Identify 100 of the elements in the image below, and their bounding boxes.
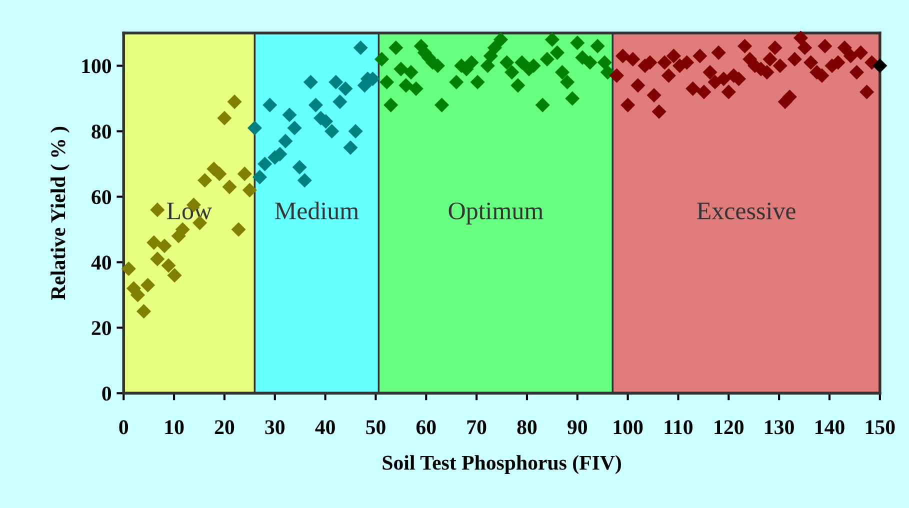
band-label: Optimum bbox=[448, 202, 544, 224]
point bbox=[843, 48, 858, 64]
x-tick-label: 130 bbox=[765, 420, 794, 434]
x-tick-label: 150 bbox=[866, 420, 895, 434]
point bbox=[394, 62, 408, 76]
point bbox=[544, 32, 560, 47]
point bbox=[434, 98, 450, 112]
point bbox=[793, 30, 808, 46]
point bbox=[696, 84, 712, 100]
point bbox=[217, 110, 232, 126]
y-tick-label: 0 bbox=[102, 386, 112, 401]
point bbox=[582, 55, 598, 70]
point bbox=[222, 180, 237, 194]
point bbox=[404, 65, 418, 80]
point bbox=[287, 120, 302, 136]
x-tick-label: 10 bbox=[165, 420, 184, 434]
point bbox=[398, 78, 414, 93]
point bbox=[324, 124, 340, 139]
point bbox=[787, 52, 802, 66]
point bbox=[140, 278, 156, 292]
point bbox=[237, 166, 252, 182]
point bbox=[702, 65, 718, 80]
point bbox=[480, 58, 495, 74]
point bbox=[853, 45, 868, 60]
point bbox=[470, 74, 485, 90]
point bbox=[860, 84, 874, 100]
point bbox=[657, 55, 672, 70]
y-tick-label: 80 bbox=[92, 124, 112, 139]
point bbox=[227, 94, 242, 110]
point bbox=[408, 81, 424, 96]
point bbox=[620, 98, 636, 112]
point bbox=[136, 304, 152, 319]
point bbox=[308, 98, 324, 112]
x-tick-label: 90 bbox=[568, 420, 588, 434]
point bbox=[652, 104, 666, 119]
point bbox=[353, 40, 368, 56]
point bbox=[661, 68, 676, 83]
point bbox=[374, 52, 390, 66]
point bbox=[646, 88, 662, 103]
x-tick-label: 100 bbox=[614, 420, 643, 434]
x-tick-label: 60 bbox=[416, 420, 436, 434]
point bbox=[328, 74, 344, 90]
point bbox=[282, 108, 297, 122]
point bbox=[837, 40, 852, 56]
x-tick-label: 20 bbox=[214, 420, 234, 434]
point bbox=[150, 202, 165, 218]
point bbox=[121, 261, 136, 276]
x-tick-label: 110 bbox=[664, 420, 692, 434]
point bbox=[692, 48, 708, 64]
point bbox=[554, 65, 570, 80]
y-tick-label: 20 bbox=[92, 321, 112, 336]
point bbox=[242, 182, 257, 198]
point bbox=[768, 40, 782, 56]
x-tick-label: 40 bbox=[315, 420, 335, 434]
point bbox=[348, 124, 363, 139]
point bbox=[818, 38, 832, 54]
point bbox=[550, 45, 565, 60]
point bbox=[231, 222, 246, 237]
point bbox=[849, 65, 864, 80]
point bbox=[686, 81, 700, 96]
point bbox=[772, 58, 788, 74]
point bbox=[500, 55, 514, 70]
point bbox=[626, 52, 640, 66]
point bbox=[247, 120, 262, 136]
point bbox=[762, 52, 778, 66]
point bbox=[716, 72, 731, 86]
x-tick-label: 70 bbox=[467, 420, 486, 434]
point bbox=[303, 74, 318, 90]
point bbox=[738, 38, 752, 54]
point bbox=[609, 68, 624, 83]
point bbox=[590, 38, 605, 54]
x-axis-title: Soil Test Phosphorus (FIV) bbox=[382, 455, 621, 474]
point bbox=[146, 235, 162, 250]
point bbox=[630, 78, 646, 93]
x-tick-label: 0 bbox=[119, 420, 128, 434]
point bbox=[514, 55, 530, 70]
point bbox=[487, 40, 502, 56]
point bbox=[711, 45, 726, 60]
point bbox=[380, 74, 394, 90]
point bbox=[680, 55, 694, 70]
x-tick-label: 120 bbox=[714, 420, 744, 434]
point bbox=[615, 48, 630, 64]
point bbox=[292, 160, 307, 175]
point bbox=[161, 258, 176, 273]
point bbox=[504, 65, 520, 80]
point bbox=[804, 55, 818, 70]
point bbox=[332, 94, 348, 110]
x-tick-label: 50 bbox=[366, 420, 386, 434]
point bbox=[565, 91, 580, 106]
point bbox=[872, 58, 888, 74]
x-tick-label: 140 bbox=[816, 420, 844, 434]
point bbox=[175, 222, 190, 237]
point bbox=[493, 32, 508, 47]
point bbox=[212, 166, 227, 182]
y-tick-label: 100 bbox=[82, 59, 112, 74]
point bbox=[570, 36, 585, 50]
point bbox=[510, 78, 526, 93]
point bbox=[464, 55, 479, 70]
point bbox=[384, 98, 398, 112]
point bbox=[666, 48, 681, 64]
